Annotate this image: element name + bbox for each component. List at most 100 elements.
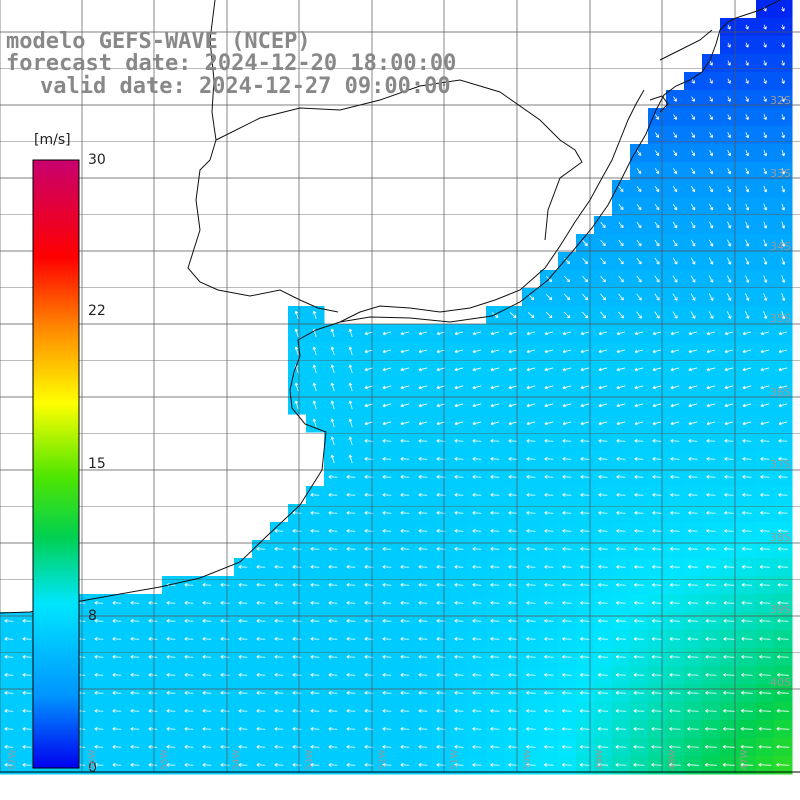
wind-arrow: [472, 547, 482, 551]
wind-arrow: [669, 672, 681, 677]
wind-arrow: [346, 475, 356, 479]
lon-label-56w: 56W: [88, 749, 98, 770]
wind-arrow: [672, 185, 678, 193]
wind-arrow: [580, 547, 590, 551]
wind-arrow: [202, 637, 212, 641]
wind-arrow: [256, 547, 266, 551]
wind-arrow: [472, 673, 482, 677]
wind-arrow: [400, 547, 410, 551]
wind-arrow: [708, 239, 714, 247]
wind-arrow: [382, 673, 392, 677]
wind-arrow: [598, 618, 608, 623]
wind-arrow: [472, 331, 482, 336]
wind-arrow: [616, 367, 626, 372]
wind-arrow: [672, 275, 678, 283]
wind-arrow: [652, 421, 662, 426]
wind-arrow: [4, 727, 14, 731]
wind-arrow: [778, 511, 788, 515]
wind-arrow: [508, 619, 518, 623]
wind-arrow: [544, 475, 554, 479]
wind-arrow: [348, 418, 353, 428]
lon-label-48w: 48W: [668, 749, 678, 770]
wind-arrow: [112, 601, 122, 605]
wind-arrow: [184, 709, 194, 713]
wind-arrow: [618, 186, 624, 192]
wind-arrow: [598, 367, 608, 372]
wind-arrow: [597, 762, 609, 767]
colorbar-tick-30: 30: [88, 152, 106, 168]
wind-arrow: [672, 203, 678, 211]
wind-arrow: [759, 546, 770, 551]
wind-arrow: [615, 726, 627, 731]
wind-arrow: [634, 529, 644, 533]
wind-arrow: [112, 727, 122, 731]
wind-arrow: [688, 367, 698, 372]
wind-arrow: [561, 744, 572, 749]
wind-arrow: [454, 421, 464, 426]
lon-label-53w: 53W: [305, 749, 315, 770]
wind-arrow: [741, 618, 753, 623]
wind-arrow: [651, 708, 663, 713]
wind-arrow: [776, 708, 790, 713]
wind-arrow: [670, 564, 680, 569]
wind-arrow: [274, 655, 284, 659]
wind-arrow: [651, 582, 662, 587]
wind-arrow: [690, 275, 696, 283]
wind-arrow: [256, 745, 266, 749]
wind-arrow: [634, 385, 644, 390]
wind-arrow: [202, 745, 212, 749]
wind-arrow: [454, 619, 464, 623]
wind-arrow: [759, 654, 771, 659]
wind-arrow: [544, 708, 554, 713]
wind-arrow: [778, 475, 788, 479]
wind-arrow: [691, 114, 695, 120]
wind-arrow: [202, 763, 212, 767]
wind-arrow: [670, 439, 680, 443]
wind-arrow: [418, 745, 428, 749]
wind-arrow: [418, 349, 428, 354]
wind-arrow: [472, 349, 482, 354]
wind-arrow: [382, 421, 392, 426]
wind-arrow: [490, 457, 500, 461]
wind-arrow: [651, 654, 663, 659]
wind-arrow: [382, 403, 392, 408]
wind-arrow: [781, 132, 785, 139]
wind-arrow: [742, 403, 752, 408]
wind-arrow: [778, 331, 788, 336]
wind-arrow: [579, 726, 590, 731]
wind-arrow: [727, 24, 731, 30]
wind-arrow: [672, 311, 678, 319]
wind-arrow: [705, 564, 716, 569]
wind-arrow: [745, 149, 750, 157]
wind-arrow: [724, 511, 734, 515]
wind-arrow: [597, 654, 608, 659]
wind-arrow: [220, 763, 230, 767]
wind-arrow: [454, 349, 464, 354]
wind-arrow: [598, 331, 608, 336]
wind-arrow: [741, 654, 753, 659]
wind-arrow: [382, 583, 392, 587]
wind-arrow: [526, 601, 536, 605]
wind-arrow: [238, 673, 248, 677]
wind-arrow: [508, 709, 518, 713]
wind-arrow: [22, 655, 32, 659]
wind-arrow: [400, 709, 410, 713]
wind-arrow: [616, 547, 626, 551]
wind-arrow: [418, 511, 428, 515]
wind-arrow: [763, 257, 768, 265]
wind-arrow: [580, 403, 590, 408]
wind-arrow: [634, 582, 644, 587]
wind-arrow: [759, 582, 771, 587]
wind-arrow: [400, 403, 410, 408]
wind-arrow: [670, 457, 680, 461]
wind-arrow: [654, 239, 660, 247]
wind-arrow: [781, 185, 786, 193]
wind-arrow: [672, 293, 678, 301]
wind-arrow: [673, 132, 677, 138]
wind-arrow: [526, 691, 536, 695]
wind-arrow: [274, 691, 284, 695]
wind-arrow: [418, 367, 428, 372]
lat-label-37s: 37S: [770, 458, 791, 471]
wind-arrow: [490, 709, 500, 713]
wind-arrow: [781, 311, 786, 320]
